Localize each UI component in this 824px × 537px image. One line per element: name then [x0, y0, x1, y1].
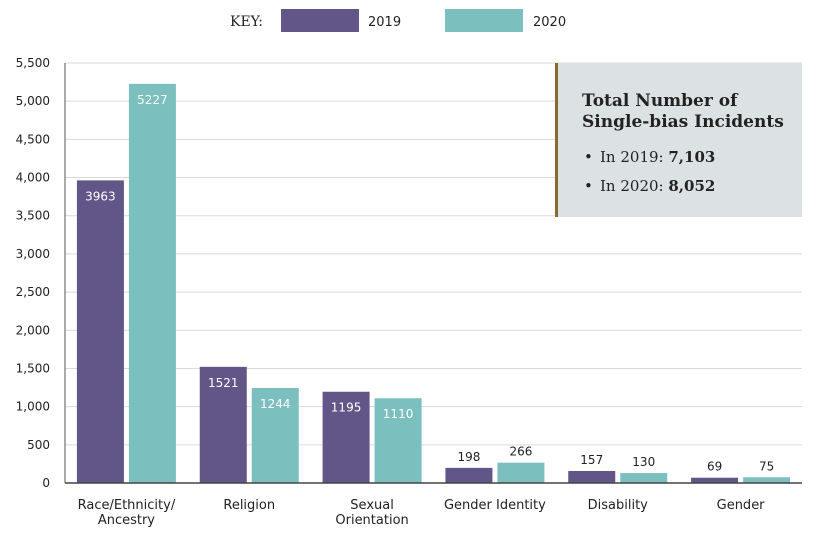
- y-tick-label: 0: [42, 476, 50, 490]
- y-tick-label: 1,500: [16, 361, 50, 375]
- data-label: 1521: [208, 376, 239, 390]
- info-box-item-2020-prefix: In 2020:: [600, 177, 668, 195]
- info-box-background: [557, 63, 802, 217]
- bar-2019: [76, 180, 124, 483]
- category-label: Religion: [223, 498, 275, 513]
- info-box-accent-bar: [555, 63, 558, 217]
- legend-label-2019: 2019: [368, 15, 401, 30]
- category-label: Ancestry: [98, 513, 155, 528]
- axes: [64, 63, 802, 484]
- bar-2020: [128, 83, 176, 483]
- legend-swatch-2020: [445, 9, 523, 32]
- bar-2019: [322, 391, 370, 483]
- y-tick-label: 2,000: [16, 323, 50, 337]
- y-tick-label: 4,500: [16, 132, 50, 146]
- data-labels: 3963 5227 1521 1244 1195 1110 198 266 157 130 69 75: [85, 93, 774, 474]
- bar-2019: [445, 467, 493, 483]
- bar-2020: [251, 388, 299, 483]
- info-box-item-2019-value: 7,103: [668, 148, 715, 166]
- bar-2020: [497, 462, 545, 483]
- category-label: Disability: [588, 498, 649, 513]
- bar-2019: [199, 366, 247, 483]
- bars: [76, 83, 791, 483]
- info-box-item-2019-prefix: In 2019:: [600, 148, 668, 166]
- data-label: 75: [759, 459, 774, 473]
- y-tick-label: 500: [27, 438, 50, 452]
- category-label: Orientation: [335, 513, 408, 528]
- category-label: Race/Ethnicity/: [78, 498, 176, 513]
- bar-2020: [374, 398, 422, 483]
- y-tick-label: 3,000: [16, 247, 50, 261]
- info-box-bullet-2020: •: [584, 177, 593, 195]
- bar-2020: [743, 477, 791, 483]
- info-box-title-line2: Single-bias Incidents: [582, 112, 784, 132]
- y-tick-label: 4,000: [16, 171, 50, 185]
- y-tick-label: 5,000: [16, 94, 50, 108]
- y-axis-ticks: 0 500 1,000 1,500 2,000 2,500 3,000 3,500 4,000 4…: [16, 56, 50, 490]
- y-tick-label: 2,500: [16, 285, 50, 299]
- category-label: Gender: [717, 498, 766, 513]
- y-tick-label: 1,000: [16, 400, 50, 414]
- legend-key-label: KEY:: [230, 14, 263, 30]
- data-label: 130: [632, 455, 655, 469]
- info-box-item-2019: In 2019: 7,103: [600, 148, 715, 166]
- bar-2020: [620, 473, 668, 483]
- legend-swatch-2019: [281, 9, 359, 32]
- info-box: Total Number of Single-bias Incidents • …: [555, 63, 802, 217]
- info-box-item-2020: In 2020: 8,052: [600, 177, 715, 195]
- data-label: 266: [509, 445, 532, 459]
- info-box-title-line1: Total Number of: [582, 91, 739, 111]
- legend: KEY: 2019 2020: [230, 9, 566, 32]
- y-tick-label: 5,500: [16, 56, 50, 70]
- data-label: 5227: [137, 93, 168, 107]
- data-label: 157: [580, 453, 603, 467]
- category-label: Gender Identity: [444, 498, 546, 513]
- bar-2019: [691, 477, 739, 483]
- bar-2019: [568, 471, 616, 483]
- category-labels: Race/Ethnicity/Ancestry Religion SexualOri…: [78, 498, 766, 528]
- info-box-bullet-2019: •: [584, 148, 593, 166]
- data-label: 69: [707, 460, 722, 474]
- data-label: 1195: [331, 401, 362, 415]
- data-label: 1244: [260, 397, 291, 411]
- data-label: 1110: [383, 407, 414, 421]
- info-box-item-2020-value: 8,052: [668, 177, 715, 195]
- category-label: Sexual: [350, 498, 394, 513]
- data-label: 3963: [85, 189, 116, 203]
- data-label: 198: [457, 450, 480, 464]
- y-tick-label: 3,500: [16, 209, 50, 223]
- legend-label-2020: 2020: [533, 15, 566, 30]
